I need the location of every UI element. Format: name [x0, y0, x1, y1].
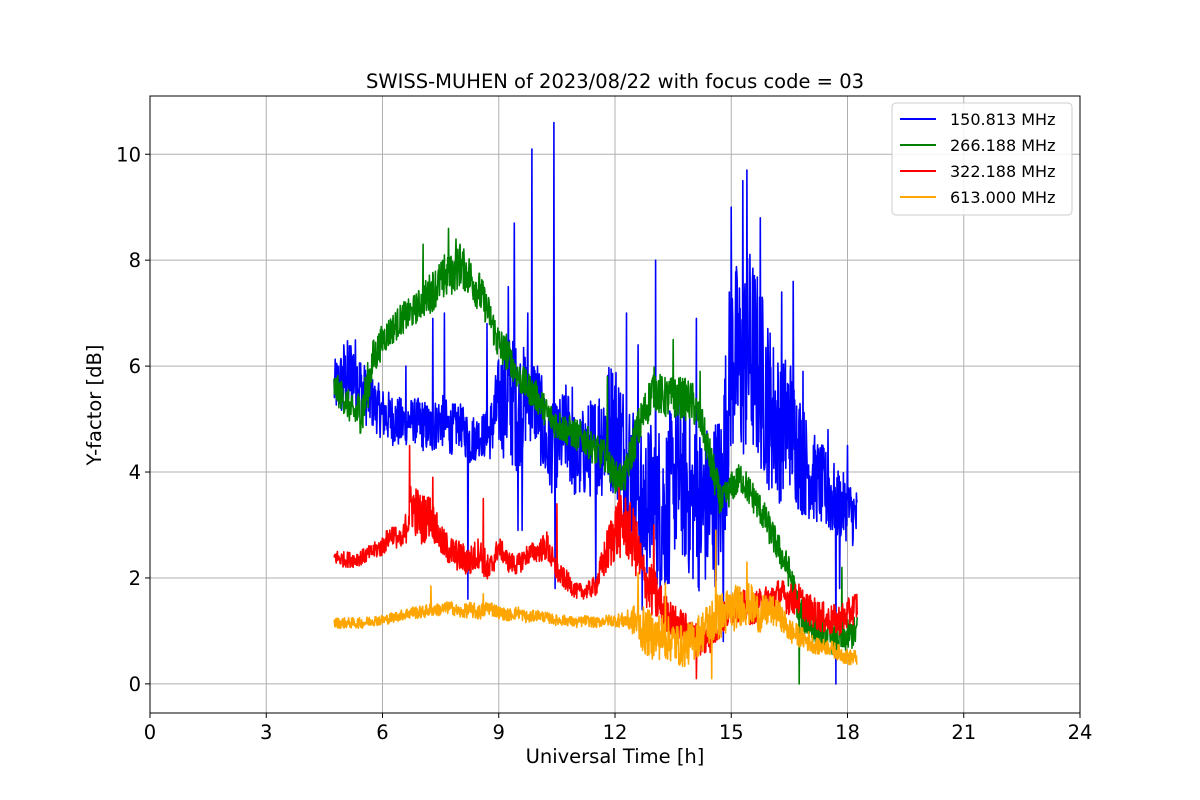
- x-tick-label: 24: [1068, 721, 1093, 744]
- y-tick-label: 10: [116, 143, 141, 166]
- y-axis: 0 2 4 6 8 10: [116, 143, 150, 696]
- x-tick-label: 12: [603, 721, 628, 744]
- legend: 150.813 MHz 266.188 MHz 322.188 MHz 613.000…: [891, 102, 1073, 216]
- x-tick-label: 15: [719, 721, 744, 744]
- x-tick-label: 21: [951, 721, 976, 744]
- series-line-1: [333, 121, 858, 685]
- x-axis-label: Universal Time [h]: [526, 745, 705, 768]
- series-line-2: [333, 227, 858, 685]
- legend-entry: 613.000 MHz: [950, 188, 1055, 207]
- legend-entry: 322.188 MHz: [950, 162, 1055, 181]
- x-axis: 0 3 6 9 12 15 18 21 24: [144, 713, 1093, 744]
- legend-entry: 150.813 MHz: [950, 110, 1055, 129]
- x-tick-label: 18: [835, 721, 860, 744]
- y-tick-label: 0: [129, 673, 141, 696]
- y-tick-label: 6: [129, 355, 141, 378]
- chart-title: SWISS-MUHEN of 2023/08/22 with focus cod…: [366, 70, 864, 93]
- y-tick-label: 8: [129, 249, 141, 272]
- y-tick-label: 2: [129, 567, 141, 590]
- series-line-4: [333, 529, 858, 680]
- series-group: [333, 121, 858, 685]
- y-axis-label: Y-factor [dB]: [83, 345, 106, 467]
- y-tick-label: 4: [129, 461, 141, 484]
- x-tick-label: 0: [144, 721, 156, 744]
- x-tick-label: 3: [260, 721, 272, 744]
- legend-box: [891, 102, 1073, 216]
- x-tick-label: 6: [376, 721, 388, 744]
- x-tick-label: 9: [493, 721, 505, 744]
- legend-entry: 266.188 MHz: [950, 136, 1055, 155]
